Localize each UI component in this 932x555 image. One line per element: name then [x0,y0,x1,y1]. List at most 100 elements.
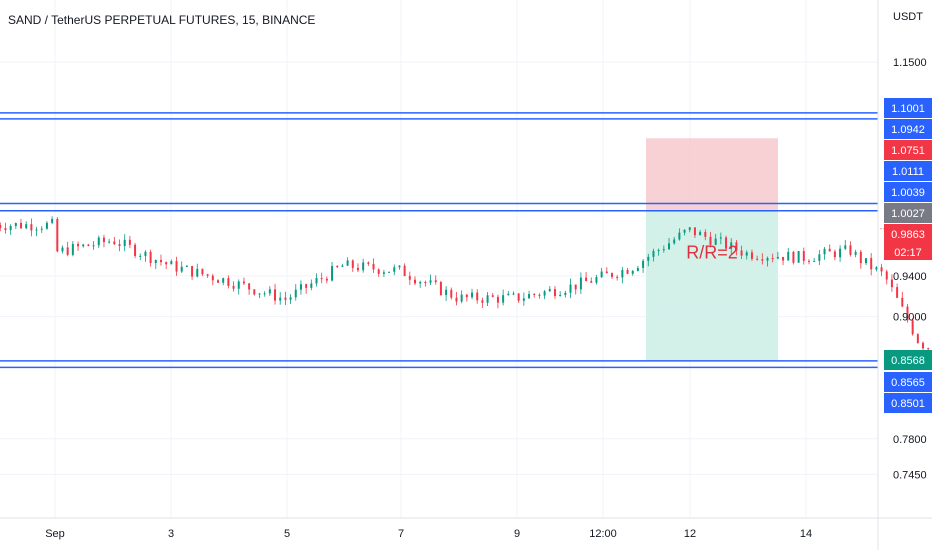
candle-body [471,292,474,298]
candle-body [756,258,759,260]
candle-body [30,224,33,231]
price-tag-label: 1.0039 [891,187,925,199]
candle-body [787,251,790,261]
candle-body [398,265,401,268]
price-tag-label: 0.8568 [891,355,925,367]
candle-body [336,266,339,268]
candle-body [880,267,883,272]
candle-body [325,278,328,281]
candle-body [766,258,769,261]
candle-body [227,278,230,286]
candle-body [237,281,240,289]
candle-body [662,249,665,251]
time-tick-label: 5 [284,528,290,540]
candle-body [35,229,38,231]
price-tag-label: 0.9863 [891,229,925,241]
candle-body [605,271,608,274]
candle-body [839,248,842,258]
candle-body [922,342,925,349]
countdown-tag [884,244,932,260]
candle-body [56,218,59,252]
countdown-label: 02:17 [894,247,922,259]
candle-body [382,272,385,274]
candle-body [134,244,137,256]
candle-body [40,228,43,230]
price-tag-label: 1.0111 [892,166,924,178]
candle-body [802,251,805,261]
candle-body [159,260,162,263]
price-tag-label: 0.8565 [891,377,925,389]
candle-body [284,297,287,300]
candle-body [362,262,365,271]
candle-body [429,280,432,283]
price-tag [884,161,932,181]
candle-body [688,227,691,230]
candle-body [4,228,7,231]
take-profit-zone[interactable] [646,212,778,361]
candle-body [911,320,914,335]
candle-body [709,236,712,245]
candle-body [890,279,893,288]
candle-body [299,284,302,290]
candle-body [222,278,225,283]
candle-body [595,277,598,283]
candle-body [502,295,505,303]
time-tick-label: 7 [398,528,404,540]
candle-body [486,295,489,303]
candle-body [652,250,655,257]
candle-body [341,265,344,267]
short-position-tool[interactable] [646,138,778,361]
candle-body [450,289,453,298]
candle-body [434,280,437,283]
candle-body [901,297,904,307]
candlestick-series [0,216,930,354]
candle-body [320,278,323,280]
candle-body [289,297,292,300]
candle-body [263,293,266,295]
price-tag [884,372,932,392]
candle-body [626,270,629,274]
price-axis[interactable]: 1.1500 0.9400 0.9000 0.7800 0.7450 [893,57,927,481]
candle-body [102,237,105,243]
time-tick-label: 12 [684,528,696,540]
candle-body [45,222,48,229]
candle-body [82,244,85,247]
candle-body [538,294,541,296]
price-tag [884,98,932,118]
candle-body [201,268,204,275]
candle-body [745,252,748,256]
stop-loss-zone[interactable] [646,138,778,212]
currency-label: USDT [893,11,923,23]
candle-body [533,294,536,296]
time-axis[interactable]: Sep 3 5 7 9 12:00 12 14 [45,528,812,540]
candle-body [792,251,795,263]
candle-body [579,277,582,290]
candle-body [113,241,116,245]
candle-body [294,289,297,298]
candle-body [719,237,722,239]
candle-body [735,242,738,251]
candle-body [20,223,23,229]
candle-body [108,241,111,243]
candle-body [217,280,220,283]
candle-body [356,267,359,271]
price-tag-label: 0.8501 [891,398,925,410]
time-tick-label: 14 [800,528,812,540]
candle-body [807,260,810,262]
candle-body [750,252,753,259]
candle-body [139,255,142,257]
risk-reward-label: R/R=2 [686,242,738,262]
candle-body [481,300,484,303]
candle-body [559,294,562,297]
candle-body [377,269,380,274]
candle-body [403,265,406,277]
candle-body [678,232,681,240]
candle-body [346,260,349,266]
candle-body [445,289,448,296]
horizontal-levels[interactable] [0,112,878,369]
candle-body [548,289,551,292]
candle-body [828,248,831,252]
